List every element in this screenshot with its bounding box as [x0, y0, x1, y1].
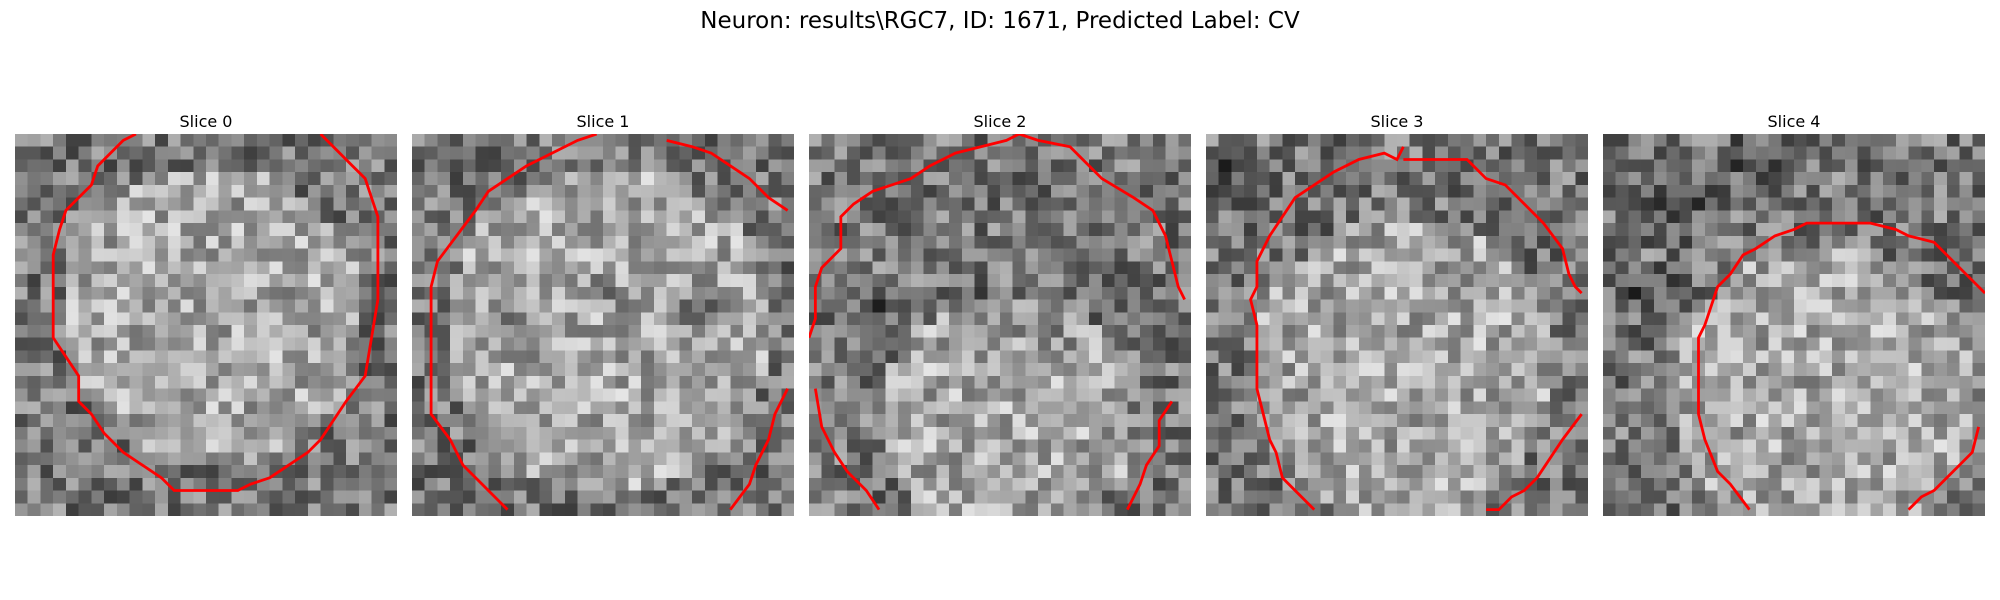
slice-title: Slice 0 [179, 112, 233, 131]
contour-line [1018, 134, 1186, 301]
slice-panel-1: Slice 1 [412, 110, 794, 516]
slice-panel-3: Slice 3 [1206, 110, 1588, 516]
contour-line [51, 134, 380, 492]
slice-image [809, 134, 1191, 516]
contour-overlay [51, 134, 380, 492]
contour-line [1126, 400, 1174, 511]
slice-image [1603, 134, 1985, 516]
contour-line [809, 134, 1020, 339]
contour-line [813, 388, 881, 511]
contour-overlay [809, 134, 1186, 511]
contour-line [1697, 221, 1985, 511]
contour-line [729, 388, 789, 511]
slice-title: Slice 3 [1370, 112, 1424, 131]
contour-line [1486, 413, 1583, 512]
slice-image [1206, 134, 1588, 516]
slice-image [412, 134, 794, 516]
slice-title: Slice 1 [576, 112, 630, 131]
contour-overlay [429, 134, 789, 511]
contour-line [1403, 158, 1583, 295]
slice-title: Slice 4 [1767, 112, 1821, 131]
figure-title: Neuron: results\RGC7, ID: 1671, Predicte… [700, 8, 1300, 34]
contour-overlay [1249, 146, 1583, 512]
contour-overlay [1697, 221, 1985, 511]
slice-panel-2: Slice 2 [809, 110, 1191, 516]
contour-line [1907, 426, 1980, 511]
contour-line [666, 139, 789, 212]
slice-panel-0: Slice 0 [15, 110, 397, 516]
slice-panel-4: Slice 4 [1603, 110, 1985, 516]
contour-line [1249, 146, 1405, 511]
slice-title: Slice 2 [973, 112, 1027, 131]
contour-line [429, 134, 598, 511]
